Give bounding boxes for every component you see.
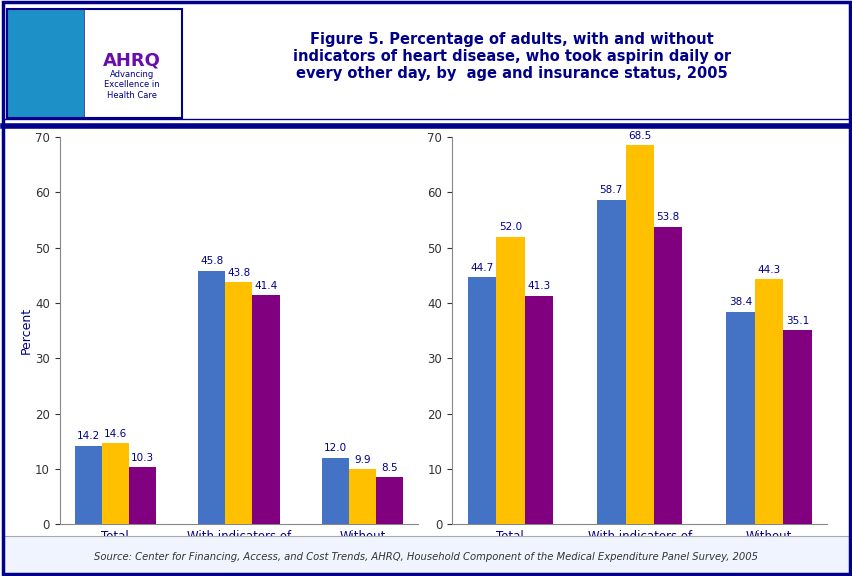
- Text: 38.4: 38.4: [728, 297, 751, 308]
- Text: 14.2: 14.2: [77, 431, 100, 441]
- Text: 8.5: 8.5: [381, 463, 397, 473]
- Text: 44.7: 44.7: [469, 263, 493, 272]
- Legend: Private, Public only, Uninsured: Private, Public only, Uninsured: [72, 73, 325, 98]
- Bar: [596, 199, 625, 524]
- Bar: [348, 469, 376, 524]
- Text: 52.0: 52.0: [498, 222, 521, 232]
- Y-axis label: Percent: Percent: [20, 307, 32, 354]
- Text: 43.8: 43.8: [227, 267, 250, 278]
- Text: 10.3: 10.3: [130, 453, 154, 463]
- Text: 41.4: 41.4: [254, 281, 277, 291]
- Text: AHRQ: AHRQ: [103, 51, 161, 70]
- Text: 45.8: 45.8: [200, 256, 223, 267]
- Bar: [129, 467, 156, 524]
- Text: 14.6: 14.6: [104, 429, 127, 439]
- Text: 12.0: 12.0: [323, 444, 347, 453]
- Bar: [625, 145, 653, 524]
- Bar: [225, 282, 252, 524]
- Bar: [101, 444, 129, 524]
- Bar: [754, 279, 782, 524]
- Text: Figure 5. Percentage of adults, with and without
indicators of heart disease, wh: Figure 5. Percentage of adults, with and…: [292, 32, 730, 81]
- Bar: [198, 271, 225, 524]
- Text: 58.7: 58.7: [599, 185, 622, 195]
- Legend: Medicare only, Medicare+Private, Medicare+Public: Medicare only, Medicare+Private, Medicar…: [458, 73, 831, 98]
- Bar: [726, 312, 754, 524]
- Text: 35.1: 35.1: [785, 316, 809, 325]
- Bar: [467, 277, 496, 524]
- Bar: [653, 227, 682, 524]
- Bar: [252, 295, 279, 524]
- Text: 9.9: 9.9: [354, 455, 371, 465]
- Text: 44.3: 44.3: [757, 265, 780, 275]
- Bar: [376, 477, 403, 524]
- Text: 53.8: 53.8: [656, 212, 679, 222]
- Bar: [496, 237, 524, 524]
- Text: Source: Center for Financing, Access, and Cost Trends, AHRQ, Household Component: Source: Center for Financing, Access, an…: [95, 552, 757, 562]
- Bar: [321, 458, 348, 524]
- Text: Advancing
Excellence in
Health Care: Advancing Excellence in Health Care: [104, 70, 160, 100]
- Text: 68.5: 68.5: [627, 131, 651, 141]
- Text: 41.3: 41.3: [527, 281, 550, 291]
- Bar: [782, 330, 811, 524]
- Bar: [74, 446, 101, 524]
- Bar: [524, 296, 552, 524]
